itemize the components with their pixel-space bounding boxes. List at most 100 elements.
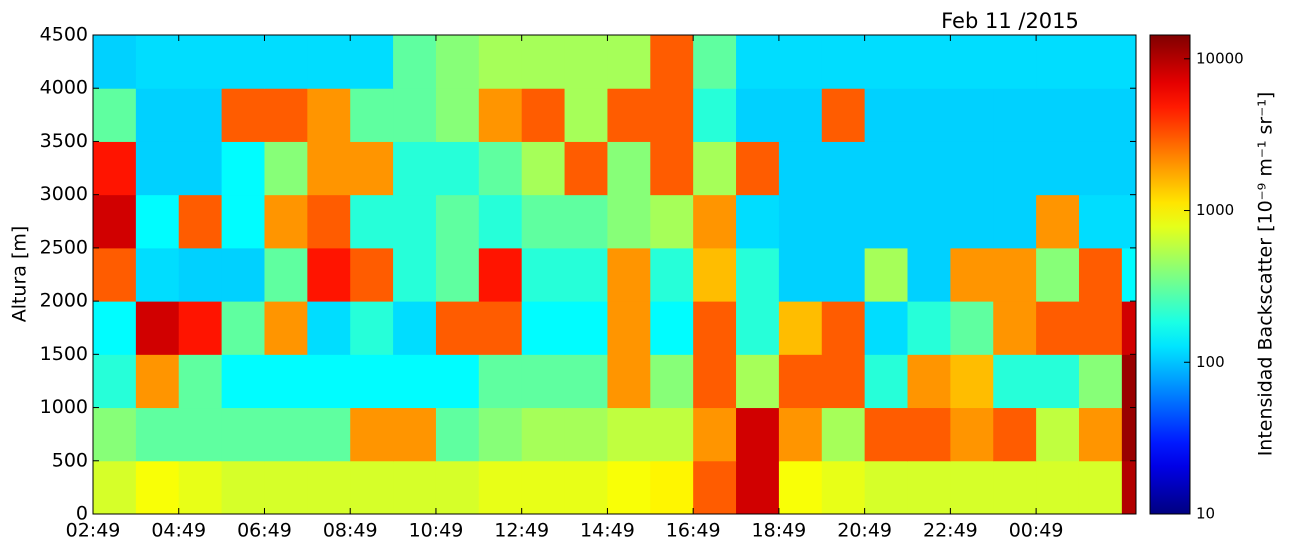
y-tick-label: 2000 — [40, 290, 88, 312]
heatmap-cell — [950, 194, 994, 249]
heatmap-cell — [264, 88, 308, 142]
heatmap-cell — [993, 407, 1037, 462]
heatmap-cell — [307, 35, 351, 89]
heatmap-cell — [564, 88, 608, 142]
heatmap-cell — [478, 460, 523, 515]
heatmap-cell — [993, 354, 1037, 409]
heatmap-cell — [650, 407, 694, 462]
y-tick-label: 3500 — [40, 130, 88, 152]
heatmap-cell — [1036, 354, 1080, 409]
heatmap-cell — [607, 88, 651, 142]
heatmap-cell — [178, 194, 223, 249]
heatmap-cell — [1121, 460, 1137, 515]
heatmap-cell — [178, 460, 223, 515]
heatmap-cell — [1078, 35, 1123, 89]
heatmap-cell — [907, 194, 951, 249]
heatmap-cell — [821, 88, 866, 142]
heatmap-cell — [907, 141, 951, 196]
heatmap-cell — [393, 301, 437, 355]
heatmap-cell — [350, 35, 394, 89]
heatmap-cell — [736, 141, 780, 196]
heatmap — [93, 35, 1137, 515]
x-tick-label: 02:49 — [66, 520, 121, 542]
heatmap-cell — [650, 141, 694, 196]
heatmap-cell — [693, 194, 737, 249]
heatmap-cell — [478, 354, 523, 409]
x-tick-label: 14:49 — [580, 520, 635, 542]
heatmap-cell — [907, 407, 951, 462]
colorbar — [1149, 34, 1191, 515]
heatmap-cell — [393, 460, 437, 515]
heatmap-cell — [821, 194, 866, 249]
y-tick-label: 1500 — [40, 343, 88, 365]
heatmap-cell — [264, 247, 308, 302]
heatmap-cell — [736, 88, 780, 142]
heatmap-cell — [1078, 194, 1123, 249]
chart-title: Feb 11 /2015 — [941, 9, 1079, 33]
heatmap-cell — [1121, 247, 1137, 302]
heatmap-cell — [350, 407, 394, 462]
heatmap-cell — [135, 460, 180, 515]
x-tick-label: 10:49 — [409, 520, 464, 542]
x-tick-label: 04:49 — [151, 520, 206, 542]
heatmap-cell — [350, 194, 394, 249]
heatmap-cell — [821, 354, 866, 409]
heatmap-cell — [1078, 407, 1123, 462]
heatmap-cell — [864, 301, 909, 355]
heatmap-cell — [178, 407, 223, 462]
heatmap-cell — [393, 35, 437, 89]
y-axis-label: Altura [m] — [9, 226, 31, 323]
heatmap-cell — [564, 35, 608, 89]
heatmap-cell — [178, 301, 223, 355]
heatmap-cell — [178, 88, 223, 142]
heatmap-cell — [478, 194, 523, 249]
heatmap-cell — [821, 35, 866, 89]
heatmap-cell — [135, 35, 180, 89]
heatmap-cell — [435, 194, 480, 249]
heatmap-cell — [864, 407, 909, 462]
heatmap-cell — [607, 407, 651, 462]
heatmap-cell — [950, 141, 994, 196]
heatmap-cell — [435, 354, 480, 409]
heatmap-cell — [1121, 407, 1137, 462]
heatmap-cell — [864, 35, 909, 89]
x-tick-label: 16:49 — [666, 520, 721, 542]
heatmap-cell — [1078, 247, 1123, 302]
heatmap-cell — [307, 460, 351, 515]
heatmap-cell — [607, 141, 651, 196]
heatmap-cell — [993, 247, 1037, 302]
heatmap-cell — [1121, 194, 1137, 249]
heatmap-cell — [393, 247, 437, 302]
heatmap-cell — [264, 301, 308, 355]
heatmap-cell — [1078, 301, 1123, 355]
heatmap-cell — [564, 301, 608, 355]
colorbar-label: Intensidad Backscatter [10⁻⁹ m⁻¹ sr⁻¹] — [1255, 92, 1277, 457]
heatmap-cell — [607, 460, 651, 515]
heatmap-cell — [478, 407, 523, 462]
heatmap-cell — [607, 194, 651, 249]
heatmap-cell — [864, 141, 909, 196]
heatmap-cell — [736, 354, 780, 409]
x-tick-label: 00:49 — [1009, 520, 1064, 542]
heatmap-cell — [950, 88, 994, 142]
heatmap-cell — [393, 354, 437, 409]
heatmap-cell — [1121, 35, 1137, 89]
x-tick-label: 20:49 — [837, 520, 892, 542]
heatmap-cell — [478, 88, 523, 142]
heatmap-cell — [135, 407, 180, 462]
heatmap-cell — [778, 301, 823, 355]
y-tick-label: 4500 — [40, 24, 88, 46]
heatmap-cell — [178, 141, 223, 196]
heatmap-cell — [350, 141, 394, 196]
y-tick-label: 2500 — [40, 236, 88, 258]
heatmap-cell — [93, 354, 137, 409]
heatmap-cell — [264, 354, 308, 409]
heatmap-cell — [693, 141, 737, 196]
heatmap-cell — [93, 407, 137, 462]
heatmap-cell — [821, 407, 866, 462]
heatmap-cell — [864, 460, 909, 515]
heatmap-cell — [435, 301, 480, 355]
heatmap-cell — [564, 194, 608, 249]
x-tick-label: 18:49 — [752, 520, 807, 542]
heatmap-cell — [1036, 460, 1080, 515]
